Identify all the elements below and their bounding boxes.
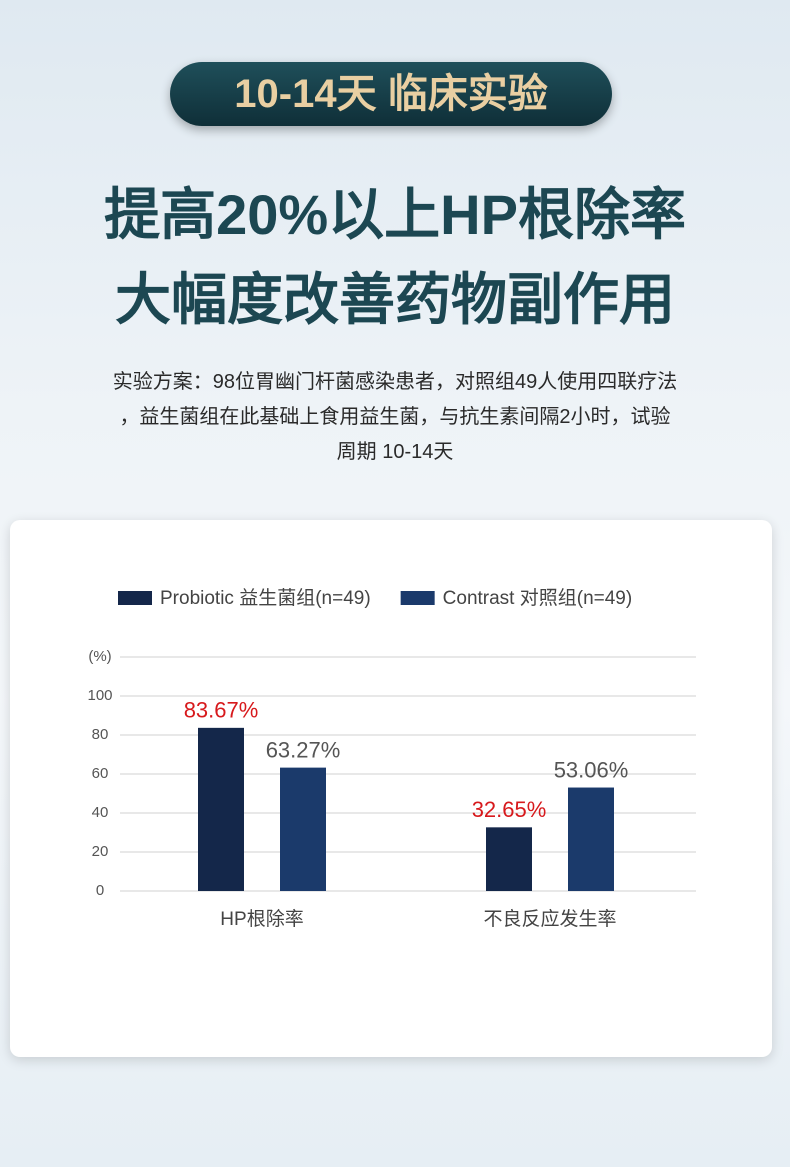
legend-swatch (118, 591, 152, 605)
headline: 大幅度改善药物副作用 (115, 268, 675, 331)
description: 周期 10-14天 (336, 441, 454, 463)
y-tick-label: 80 (92, 726, 109, 743)
bar (486, 827, 532, 891)
x-tick-label: HP根除率 (220, 908, 303, 930)
y-tick-label: 0 (96, 882, 104, 899)
y-tick-label: 40 (92, 804, 109, 821)
description: ，益生菌组在此基础上食用益生菌，与抗生素间隔2小时，试验 (119, 406, 671, 428)
legend-swatch (400, 591, 435, 605)
y-tick-label: 60 (92, 765, 109, 782)
legend-label: Probiotic 益生菌组(n=49) (160, 587, 371, 609)
bar (568, 787, 614, 891)
value-label: 53.06% (554, 757, 629, 782)
bar (198, 727, 244, 891)
description: 实验方案：98位胃幽门杆菌感染患者，对照组49人使用四联疗法 (112, 371, 678, 393)
headline: 提高20%以上HP根除率 (104, 183, 686, 246)
value-label: 63.27% (266, 737, 341, 762)
value-label: 83.67% (184, 698, 259, 723)
badge: 10-14天 临床实验 (170, 62, 612, 126)
x-tick-label: 不良反应发生率 (483, 908, 616, 930)
legend-label: Contrast 对照组(n=49) (443, 587, 633, 609)
chart-card: 0 20 40 60 80 100 (%) Probiotic 益生菌组(n=49) Contr… (10, 520, 772, 1057)
chart: 0 20 40 60 80 100 (%) Probiotic 益生菌组(n=49) Contr… (87, 587, 696, 930)
y-tick-label: (%) (88, 648, 111, 665)
y-tick-label: 100 (87, 687, 112, 704)
y-tick-label: 20 (92, 843, 109, 860)
value-label: 32.65% (472, 797, 547, 822)
bar (280, 767, 326, 891)
